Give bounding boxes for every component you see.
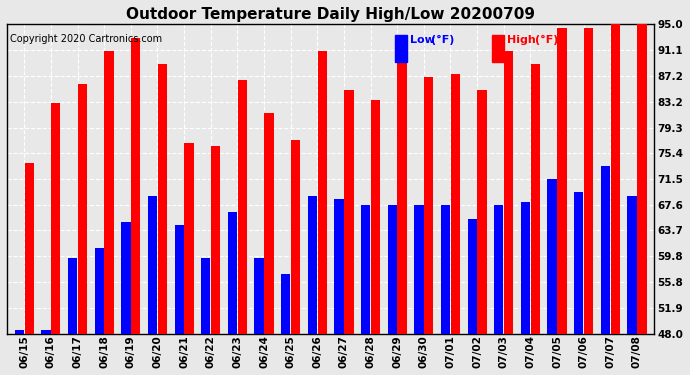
Bar [255,258,264,334]
Bar [264,113,274,334]
Bar [335,199,344,334]
Bar [574,192,584,334]
Bar [344,90,353,334]
Bar [395,35,407,62]
Bar [601,166,610,334]
Bar [558,28,566,334]
Bar [531,64,540,334]
Bar [424,77,433,334]
Bar [291,140,300,334]
Text: (°F): (°F) [431,35,454,45]
Bar [211,146,220,334]
Bar [175,225,184,334]
Bar [148,195,157,334]
Bar [201,258,210,334]
Text: Copyright 2020 Cartronics.com: Copyright 2020 Cartronics.com [10,34,162,44]
Bar [494,206,504,334]
Bar [237,80,247,334]
Bar [25,163,34,334]
Bar [627,195,637,334]
Bar [521,202,530,334]
Bar [95,248,104,334]
Text: High: High [506,35,535,45]
Bar [441,206,450,334]
Bar [281,274,290,334]
Bar [451,74,460,334]
Text: (°F): (°F) [535,35,558,45]
Title: Outdoor Temperature Daily High/Low 20200709: Outdoor Temperature Daily High/Low 20200… [126,7,535,22]
Bar [121,222,130,334]
Bar [468,219,477,334]
Bar [51,104,61,334]
Bar [317,51,327,334]
Bar [41,330,50,334]
Bar [184,143,194,334]
Bar [228,212,237,334]
Bar [78,84,87,334]
Bar [584,28,593,334]
Bar [477,90,486,334]
Bar [414,206,424,334]
Bar [397,51,407,334]
Bar [14,330,24,334]
Bar [308,195,317,334]
Bar [158,64,167,334]
Bar [131,38,140,334]
Bar [104,51,114,334]
Bar [371,100,380,334]
Bar [493,35,504,62]
Text: Low: Low [410,35,435,45]
Bar [361,206,371,334]
Bar [638,24,647,334]
Bar [611,24,620,334]
Bar [68,258,77,334]
Bar [547,179,557,334]
Bar [388,206,397,334]
Bar [504,51,513,334]
